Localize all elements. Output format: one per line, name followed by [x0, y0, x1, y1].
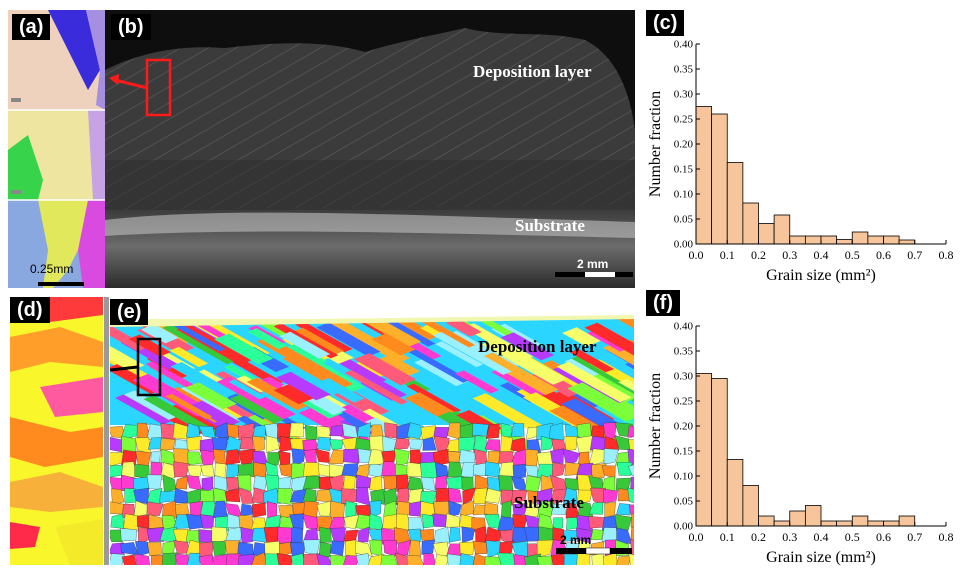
chart-f-bar-7 — [804, 505, 822, 527]
panel-e-label: (e) — [110, 299, 149, 325]
chart-f-xtick-label-3: 0.3 — [782, 530, 797, 544]
chart-f-xtick-label-1: 0.1 — [720, 530, 735, 544]
chart-c-xtick-label-6: 0.6 — [876, 248, 891, 262]
chart-c-xtick-label-1: 0.1 — [720, 248, 735, 262]
chart-c-ytick-label-6: 0.30 — [674, 89, 694, 101]
chart-c-bar-11 — [867, 235, 884, 245]
panel-b-substrate-label: Substrate — [515, 216, 585, 235]
chart-c-ytick-label-1: 0.05 — [674, 214, 694, 226]
chart-f-bar-1 — [711, 378, 728, 527]
chart-f-bar-5 — [773, 520, 791, 527]
panel-d-connector — [104, 297, 109, 565]
chart-f-xlabel: Grain size (mm²) — [766, 549, 876, 566]
panel-f: 0.00 0.05 0.10 0.15 0.20 0.25 0.30 0.35 0.40 0.0 0… — [640, 290, 966, 578]
chart-f-xtick-label-8: 0.8 — [939, 530, 954, 544]
chart-f-bar-10 — [851, 515, 869, 527]
chart-c: 0.00 0.05 0.10 0.15 0.20 0.25 0.30 0.35 0.40 0.0 0… — [647, 39, 954, 285]
chart-f-bar-11 — [867, 520, 884, 527]
chart-c-bar-5 — [773, 214, 791, 245]
chart-c-bar-10 — [851, 231, 869, 245]
panel-a-image — [8, 10, 105, 288]
chart-f-xtick-label-5: 0.5 — [845, 530, 860, 544]
panel-d-label: (d) — [10, 297, 50, 323]
chart-c-bar-9 — [836, 239, 853, 245]
chart-f-bar-9 — [836, 520, 853, 527]
chart-f-ytick-label-8: 0.40 — [674, 321, 694, 333]
chart-c-ytick-label-5: 0.25 — [674, 114, 694, 126]
chart-f-xtick-label-6: 0.6 — [876, 530, 891, 544]
chart-c-bar-0 — [695, 106, 713, 245]
panel-e-deposition-label: Deposition layer — [478, 337, 597, 356]
chart-f-xtick-label-4: 0.4 — [814, 530, 829, 544]
panel-e-scale-text: 2 mm — [560, 533, 592, 547]
panel-b-scale-text: 2 mm — [577, 257, 609, 271]
chart-c-bar-8 — [820, 235, 838, 245]
panel-a-scale-text: 0.25mm — [30, 262, 74, 276]
chart-c-bar-1 — [711, 113, 728, 245]
chart-f-ytick-label-5: 0.25 — [674, 396, 694, 408]
chart-c-bar-3 — [742, 202, 759, 245]
chart-f-ytick-label-4: 0.20 — [674, 421, 694, 433]
chart-c-xtick-label-4: 0.4 — [814, 248, 829, 262]
panel-d-image — [10, 297, 103, 565]
panel-e: (e) Deposition layer Substrate 2 mm — [110, 297, 634, 565]
chart-f-xtick-label-7: 0.7 — [907, 530, 922, 544]
panel-f-label: (f) — [646, 290, 680, 316]
panel-d: (d) — [10, 297, 103, 565]
chart-f-bar-12 — [883, 520, 900, 527]
chart-c-bar-4 — [758, 223, 775, 245]
chart-f: 0.00 0.05 0.10 0.15 0.20 0.25 0.30 0.35 0.40 0.0 0… — [647, 321, 954, 567]
chart-f-bar-3 — [742, 485, 759, 527]
chart-f-bar-4 — [758, 515, 775, 527]
panel-e-substrate-label: Substrate — [514, 493, 584, 512]
panel-b: (b) Deposition layer Substrate 2 mm — [105, 10, 635, 288]
chart-f-xtick-label-0: 0.0 — [689, 530, 704, 544]
panel-e-image — [110, 297, 634, 565]
chart-f-ytick-label-6: 0.30 — [674, 371, 694, 383]
panel-b-label: (b) — [111, 14, 151, 40]
chart-c-ytick-label-7: 0.35 — [674, 64, 694, 76]
chart-f-ytick-label-2: 0.10 — [674, 471, 694, 483]
chart-c-xtick-label-2: 0.2 — [751, 248, 766, 262]
chart-f-bar-6 — [789, 510, 806, 527]
chart-c-xtick-label-8: 0.8 — [939, 248, 954, 262]
chart-c-bar-12 — [883, 235, 900, 245]
chart-f-ytick-label-3: 0.15 — [674, 446, 694, 458]
panel-c-label: (c) — [646, 10, 685, 36]
panel-b-deposition-label: Deposition layer — [473, 62, 592, 81]
chart-c-xtick-label-3: 0.3 — [782, 248, 797, 262]
panel-b-image — [105, 10, 635, 288]
chart-f-ytick-label-7: 0.35 — [674, 346, 694, 358]
panel-c: 0.00 0.05 0.10 0.15 0.20 0.25 0.30 0.35 0.40 0.0 0… — [640, 8, 966, 292]
panel-a-label: (a) — [12, 14, 51, 40]
chart-f-bar-2 — [726, 459, 744, 527]
chart-c-ytick-label-2: 0.10 — [674, 189, 694, 201]
chart-c-xtick-label-0: 0.0 — [689, 248, 704, 262]
panel-a: (a) 0.25mm — [8, 10, 105, 288]
chart-c-bar-6 — [789, 235, 806, 245]
chart-f-ylabel: Number fraction — [647, 373, 664, 479]
chart-c-xtick-label-7: 0.7 — [907, 248, 922, 262]
chart-c-ytick-label-3: 0.15 — [674, 164, 694, 176]
chart-f-bar-8 — [820, 520, 838, 527]
chart-c-bar-7 — [804, 235, 822, 245]
chart-f-bar-13 — [898, 515, 916, 527]
chart-c-ytick-label-4: 0.20 — [674, 139, 694, 151]
chart-c-xlabel: Grain size (mm²) — [766, 267, 876, 284]
chart-c-xtick-label-5: 0.5 — [845, 248, 860, 262]
chart-c-bar-13 — [898, 239, 916, 245]
chart-f-xtick-label-2: 0.2 — [751, 530, 766, 544]
chart-c-bar-2 — [726, 162, 744, 245]
chart-c-ytick-label-8: 0.40 — [674, 39, 694, 51]
chart-c-ytick-label-0: 0.00 — [674, 239, 694, 251]
chart-f-bar-0 — [695, 373, 713, 527]
chart-c-ylabel: Number fraction — [647, 91, 664, 197]
chart-f-ytick-label-0: 0.00 — [674, 521, 694, 533]
chart-f-ytick-label-1: 0.05 — [674, 496, 694, 508]
